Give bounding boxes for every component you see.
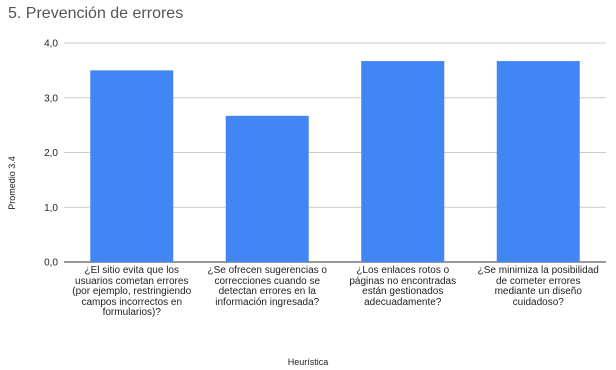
y-tick-labels: 0,0 1,0 2,0 3,0 4,0 <box>44 39 58 269</box>
y-tick-label: 3,0 <box>44 93 58 104</box>
y-tick-label: 0,0 <box>44 258 58 269</box>
bar-3 <box>361 61 445 262</box>
x-tick-label-1: ¿El sitio evita que los usuarios cometan… <box>72 265 192 318</box>
y-axis-label: Promedio 3.4 <box>7 156 17 210</box>
x-tick-label-3: ¿Los enlaces rotos o páginas no encontra… <box>349 265 457 308</box>
bar-1 <box>90 70 174 262</box>
bars <box>90 61 580 262</box>
y-tick-label: 1,0 <box>44 203 58 214</box>
bar-2 <box>225 115 309 262</box>
x-tick-label-4: ¿Se minimiza la posibilidad de cometer e… <box>477 265 599 308</box>
bar-4 <box>496 61 580 262</box>
x-tick-label-2: ¿Se ofrecen sugerencias o correcciones c… <box>207 265 327 308</box>
y-tick-label: 2,0 <box>44 148 58 159</box>
chart-title: 5. Prevención de errores <box>8 5 184 22</box>
x-axis-label: Heurística <box>287 357 329 367</box>
y-tick-label: 4,0 <box>44 39 58 50</box>
